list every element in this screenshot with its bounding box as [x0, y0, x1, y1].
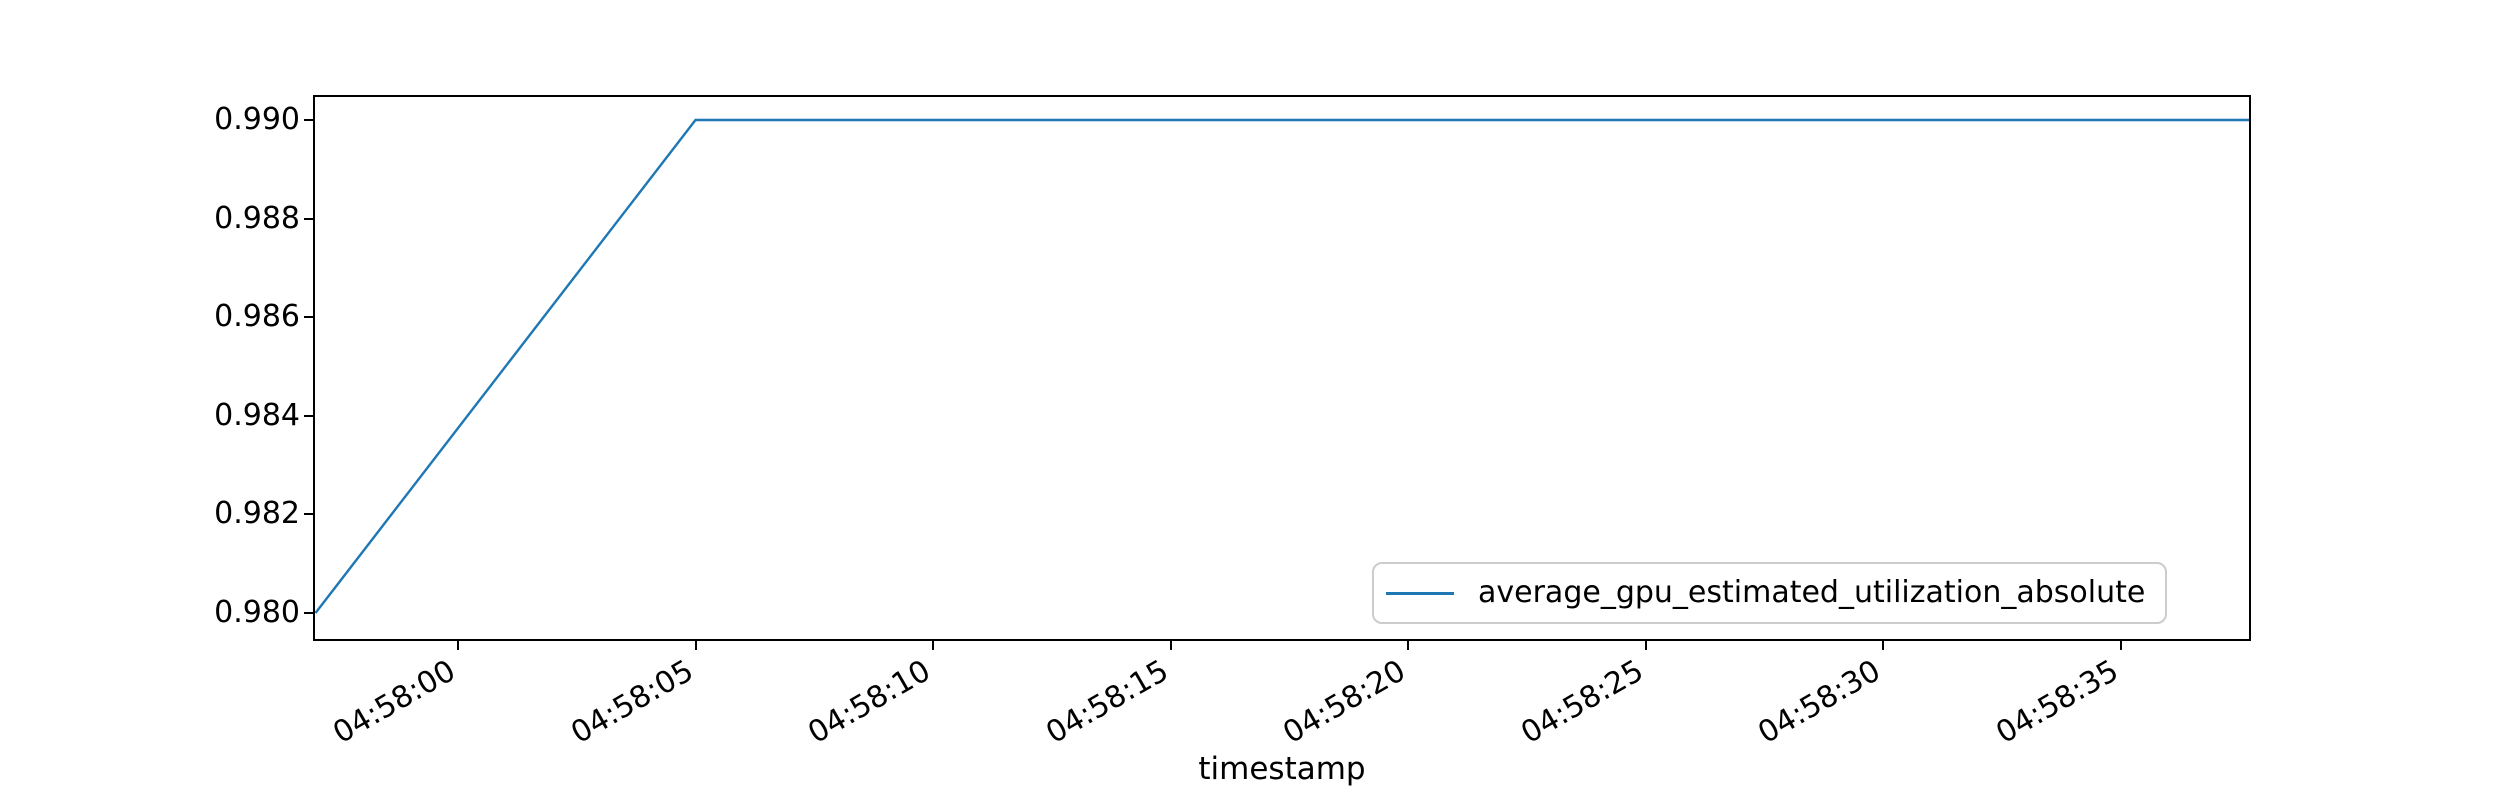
x-axis-tick-label: 04:58:15 — [1039, 653, 1174, 751]
x-axis-label: timestamp — [1198, 751, 1366, 787]
x-axis-tick-mark — [1169, 641, 1172, 650]
x-axis-tick-mark — [457, 641, 459, 650]
x-axis-tick-mark — [1407, 641, 1409, 650]
x-axis-tick-label: 04:58:10 — [802, 653, 937, 751]
y-axis-tick-label: 0.988 — [214, 200, 300, 236]
y-axis-tick-mark — [304, 414, 313, 417]
y-axis-tick-mark — [304, 316, 313, 319]
x-axis-tick-label: 04:58:35 — [1989, 653, 2124, 751]
x-axis-tick-label: 04:58:05 — [564, 653, 699, 751]
y-axis-tick-label: 0.980 — [214, 595, 300, 630]
y-axis-tick-mark — [304, 513, 313, 516]
y-axis-tick-mark — [304, 217, 313, 220]
plot-area — [313, 95, 2251, 641]
x-axis-tick-mark — [1644, 641, 1647, 650]
legend-label: average_gpu_estimated_utilization_absolu… — [1478, 575, 2146, 610]
series-line — [315, 118, 2249, 614]
y-axis-tick-mark — [304, 612, 313, 614]
legend-line-swatch — [1386, 591, 1454, 595]
x-axis-tick-label: 04:58:00 — [327, 653, 462, 751]
x-axis-tick-label: 04:58:30 — [1752, 653, 1887, 751]
x-axis-tick-mark — [2119, 641, 2122, 650]
y-axis-tick-label: 0.986 — [214, 299, 300, 335]
x-axis-tick-mark — [694, 641, 697, 650]
y-axis-tick-label: 0.990 — [214, 102, 300, 137]
x-axis-tick-label: 04:58:20 — [1277, 653, 1412, 751]
y-axis-tick-label: 0.982 — [214, 496, 300, 532]
y-axis-tick-mark — [304, 119, 313, 121]
x-axis-tick-mark — [1882, 641, 1884, 650]
y-axis-tick-label: 0.984 — [214, 397, 300, 433]
series-line-canvas — [315, 118, 2249, 614]
x-axis-tick-label: 04:58:25 — [1514, 653, 1649, 751]
x-axis-tick-mark — [932, 641, 934, 650]
legend: average_gpu_estimated_utilization_absolu… — [1372, 562, 2168, 624]
